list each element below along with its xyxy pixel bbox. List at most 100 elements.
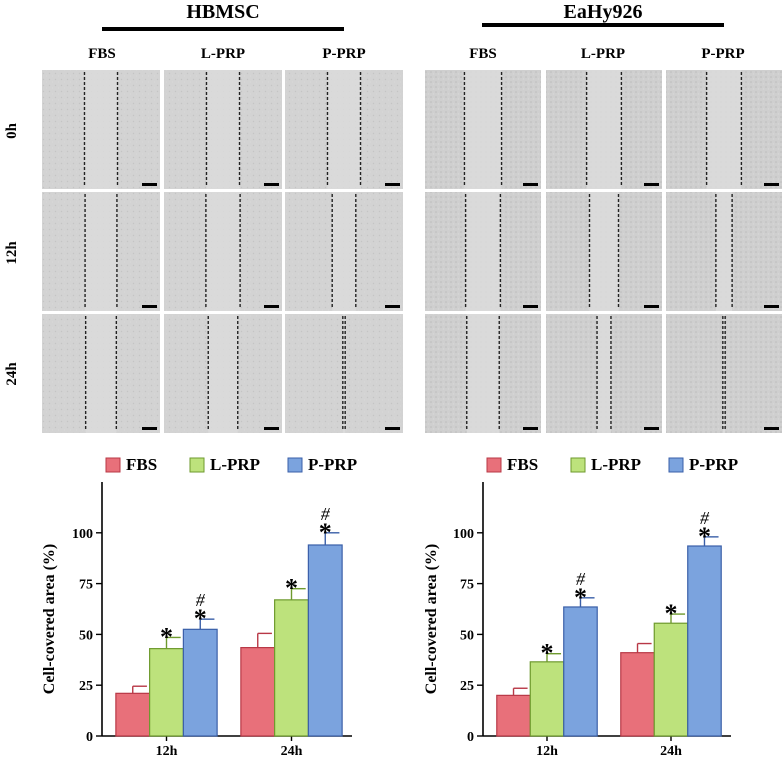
column-label-l-prp: L-PRP [581,46,625,62]
scale-bar [764,305,779,308]
wound-gap-area [597,314,611,433]
significance-hash: # [321,504,331,524]
wound-gap-area [342,314,346,433]
bar-chart-hbmsc: FBS L-PRP P-PRP 0 25 50 75 100 Cell-covered area… [41,455,357,759]
bar [240,647,276,737]
wound-gap-area [706,70,742,189]
legend-swatch [570,457,586,473]
wound-gap-area [715,192,733,311]
wound-gap-area [464,70,502,189]
bar [529,661,565,737]
micrograph-image [666,314,782,433]
y-tick-label: 100 [453,527,474,542]
micrograph-image [666,192,782,311]
scale-bar [142,183,157,186]
y-tick-label: 0 [86,730,93,745]
scale-bar [385,183,400,186]
significance-asterisk: * [285,574,298,603]
column-label-p-prp: P-PRP [322,46,365,62]
legend-label: FBS [126,455,157,474]
scale-bar [644,183,659,186]
wound-gap-area [84,70,118,189]
micrograph-image [546,192,662,311]
y-axis-label: Cell-covered area (%) [41,544,58,694]
legend-swatch [105,457,121,473]
micrograph-image [425,70,541,189]
scale-bar [385,305,400,308]
y-tick-label: 25 [460,679,474,694]
bar [620,652,655,737]
scale-bar [523,305,538,308]
micrograph-image [546,314,662,433]
bar [182,628,218,737]
panel-title-hbmsc: HBMSC [186,1,259,23]
wound-gap-area [332,192,356,311]
x-tick-label: 12h [156,744,178,759]
wound-gap-area [589,192,619,311]
wound-gap-area [208,314,238,433]
significance-asterisk: * [319,518,332,547]
column-label-l-prp: L-PRP [201,46,245,62]
micrograph-panel-eahy926: EaHy926 FBS L-PRP P-PRP [425,1,782,433]
x-tick-label: 24h [281,744,303,759]
scale-bar [142,305,157,308]
micrograph-image [425,314,541,433]
wound-gap-area [465,192,501,311]
legend-label: L-PRP [591,455,641,474]
legend-swatch [668,457,684,473]
significance-asterisk: * [194,604,207,633]
micrograph-image [164,192,282,311]
bar [149,648,184,737]
y-tick-label: 50 [79,628,93,643]
micrograph-image [42,314,160,433]
column-label-fbs: FBS [88,46,116,62]
row-label-24h: 24h [4,362,20,386]
wound-gap-area [327,70,361,189]
micrograph-image [285,314,403,433]
scale-bar [764,183,779,186]
micrograph-image [666,70,782,189]
micrograph-image [42,70,160,189]
y-tick-label: 75 [79,578,93,593]
bar [496,694,531,737]
y-tick-label: 75 [460,578,474,593]
legend-swatch [486,457,502,473]
y-tick-label: 100 [72,527,93,542]
bar [563,606,598,737]
legend-swatch [189,457,205,473]
wound-gap-area [586,70,622,189]
scale-bar [523,183,538,186]
bar [274,599,309,737]
significance-asterisk: * [160,622,173,651]
panel-title-underline-hbmsc [102,27,344,31]
panel-title-eahy926: EaHy926 [564,1,643,23]
significance-hash: # [196,590,206,610]
panel-title-underline-eahy926 [482,23,724,27]
legend-label: P-PRP [308,455,357,474]
wound-gap-area [85,314,117,433]
significance-hash: # [576,569,586,589]
scale-bar [523,427,538,430]
significance-hash: # [700,508,710,528]
column-label-fbs: FBS [469,46,497,62]
scale-bar [764,427,779,430]
y-tick-label: 50 [460,628,474,643]
column-label-p-prp: P-PRP [701,46,744,62]
scale-bar [142,427,157,430]
legend-swatch [287,457,303,473]
legend-label: L-PRP [210,455,260,474]
row-label-12h: 12h [4,241,20,265]
significance-asterisk: * [574,583,587,612]
wound-gap-area [722,314,726,433]
scale-bar [264,183,279,186]
micrograph-image [164,314,282,433]
micrograph-panel-hbmsc: HBMSC FBS L-PRP P-PRP [42,1,403,433]
scale-bar [644,305,659,308]
y-axis-label: Cell-covered area (%) [423,544,440,694]
significance-asterisk: * [665,599,678,628]
wound-gap-area [205,192,241,311]
x-tick-label: 24h [660,744,682,759]
bar-chart-eahy926: FBS L-PRP P-PRP 0 25 50 75 100 Cell-covered area… [423,455,738,759]
legend-label: FBS [507,455,538,474]
